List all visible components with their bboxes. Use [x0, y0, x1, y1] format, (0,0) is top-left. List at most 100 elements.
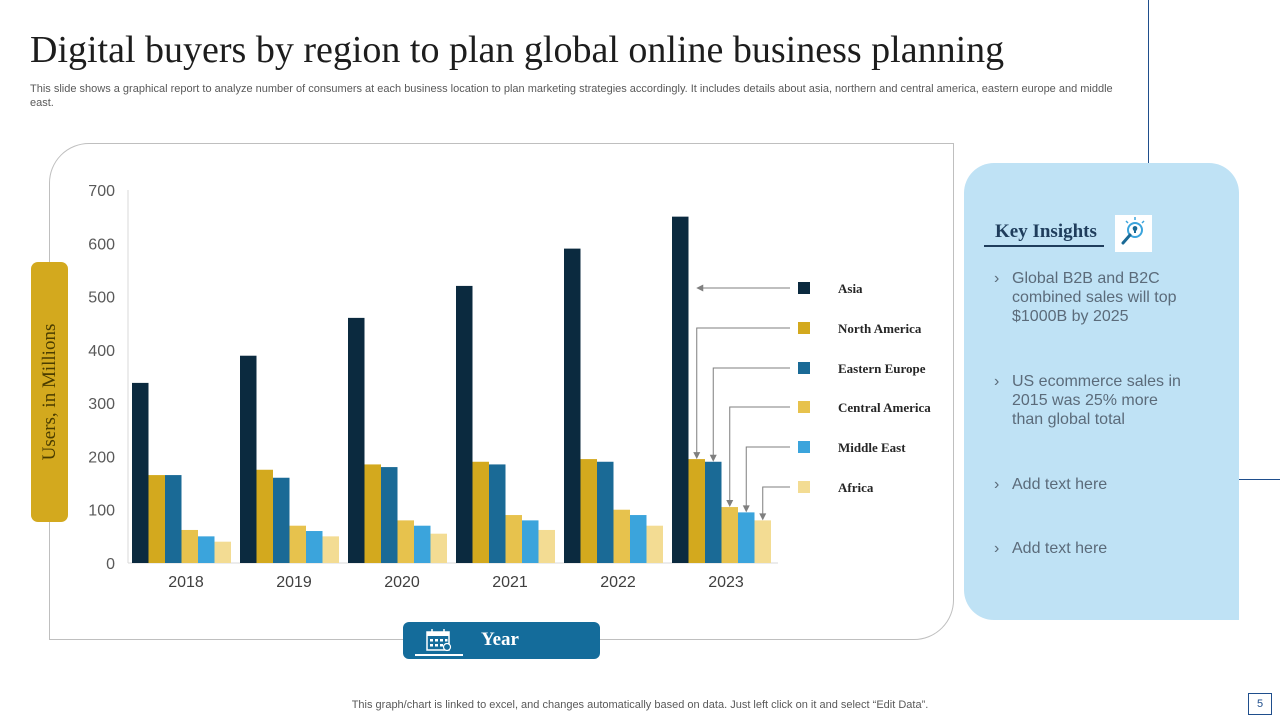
key-insights-heading: Key Insights: [995, 221, 1097, 242]
bar-asia: [456, 285, 473, 563]
y-tick-label: 0: [106, 556, 115, 573]
legend-label: Africa: [838, 480, 874, 495]
bar-eastern-europe: [273, 477, 290, 563]
bar-eastern-europe: [489, 464, 506, 563]
arrow-head: [693, 452, 701, 460]
bar-africa: [754, 520, 771, 563]
y-tick-label: 400: [88, 343, 115, 360]
bar-middle-east: [306, 531, 323, 563]
legend-swatch: [798, 322, 810, 334]
legend-swatch: [798, 401, 810, 413]
bar-middle-east: [198, 536, 215, 563]
bar-central-america: [721, 507, 738, 563]
bar-africa: [214, 541, 231, 563]
arrow-head: [696, 284, 704, 292]
x-tick-label: 2021: [492, 574, 528, 591]
x-tick-label: 2019: [276, 574, 312, 591]
bar-central-america: [613, 509, 630, 563]
arrow-head: [726, 500, 734, 508]
legend-swatch: [798, 441, 810, 453]
legend-label: Central America: [838, 400, 931, 415]
slide-subtitle: This slide shows a graphical report to a…: [30, 83, 1113, 109]
insight-text: Add text here: [1012, 476, 1108, 493]
bar-central-america: [397, 520, 414, 563]
insight-item: › Add text here: [994, 475, 1184, 494]
bar-asia: [132, 382, 149, 563]
x-tick-label: 2020: [384, 574, 420, 591]
bar-north-america: [256, 469, 273, 563]
y-tick-label: 500: [88, 290, 115, 307]
insight-item: › Add text here: [994, 539, 1184, 558]
bar-middle-east: [522, 520, 539, 563]
insight-text: Add text here: [1012, 540, 1108, 557]
bar-north-america: [364, 464, 381, 563]
leader-line: [729, 406, 790, 502]
chevron-right-icon: ›: [994, 270, 1000, 287]
heading-underline: [984, 245, 1104, 247]
leader-line: [745, 446, 790, 507]
bar-central-america: [505, 515, 522, 563]
legend-label: Middle East: [838, 440, 906, 455]
bar-africa: [322, 536, 339, 563]
chevron-right-icon: ›: [994, 476, 1000, 493]
chevron-right-icon: ›: [994, 373, 1000, 390]
legend-swatch: [798, 282, 810, 294]
legend-label: Asia: [838, 281, 863, 296]
legend-swatch: [798, 362, 810, 374]
bar-north-america: [580, 459, 597, 563]
bar-central-america: [181, 529, 198, 563]
bar-eastern-europe: [705, 461, 722, 563]
bar-asia: [672, 216, 689, 563]
calendar-icon: [426, 629, 452, 652]
bar-middle-east: [630, 515, 647, 563]
leader-line: [762, 486, 790, 515]
arrow-head: [742, 505, 750, 513]
bar-middle-east: [414, 525, 431, 563]
bar-africa: [646, 525, 663, 563]
insight-item: › US ecommerce sales in 2015 was 25% mor…: [994, 372, 1184, 429]
bar-middle-east: [738, 512, 755, 563]
footer-note: This graph/chart is linked to excel, and…: [351, 699, 929, 711]
y-tick-label: 600: [88, 236, 115, 253]
insight-item: › Global B2B and B2C combined sales will…: [994, 269, 1184, 326]
legend-label: North America: [838, 321, 922, 336]
page-number: 5: [1248, 693, 1272, 715]
bar-chart: 0 100 200 300 400 500 600 700 2018 2019 2020 2021 20…: [88, 183, 931, 591]
insight-text: US ecommerce sales in 2015 was 25% more …: [1012, 373, 1181, 428]
x-tick-label: 2022: [600, 574, 636, 591]
insight-text: Global B2B and B2C combined sales will t…: [1012, 270, 1177, 325]
y-tick-label: 300: [88, 396, 115, 413]
decorative-line: [1148, 0, 1149, 163]
legend-label: Eastern Europe: [838, 361, 926, 376]
bar-north-america: [472, 461, 489, 563]
decorative-line: [1239, 479, 1280, 480]
leader-line: [712, 367, 790, 456]
x-tick-label: 2023: [708, 574, 744, 591]
bar-north-america: [688, 459, 705, 563]
x-tick-label: 2018: [168, 574, 204, 591]
x-axis-label-badge: Year: [403, 622, 600, 659]
bar-central-america: [289, 525, 306, 563]
slide-title: Digital buyers by region to plan global …: [30, 29, 1005, 71]
bar-north-america: [148, 475, 165, 563]
y-axis-label-badge: Users, in Millions: [31, 262, 68, 522]
arrow-head: [709, 454, 717, 462]
bar-asia: [240, 355, 257, 563]
y-tick-label: 200: [88, 449, 115, 466]
bar-africa: [538, 529, 555, 563]
leader-line: [696, 327, 790, 454]
y-tick-label: 700: [88, 183, 115, 200]
bar-asia: [564, 248, 581, 563]
bar-africa: [430, 533, 447, 563]
divider: [415, 654, 463, 656]
chevron-right-icon: ›: [994, 540, 1000, 557]
bar-eastern-europe: [597, 461, 614, 563]
lightbulb-magnifier-icon: [1115, 215, 1152, 252]
bar-eastern-europe: [165, 475, 182, 563]
x-axis-label: Year: [481, 629, 519, 650]
y-tick-label: 100: [88, 503, 115, 520]
legend-swatch: [798, 481, 810, 493]
arrow-head: [759, 513, 767, 521]
key-insights-panel: Key Insights › Global B2B and B2C combin…: [964, 163, 1239, 620]
bar-asia: [348, 317, 365, 563]
